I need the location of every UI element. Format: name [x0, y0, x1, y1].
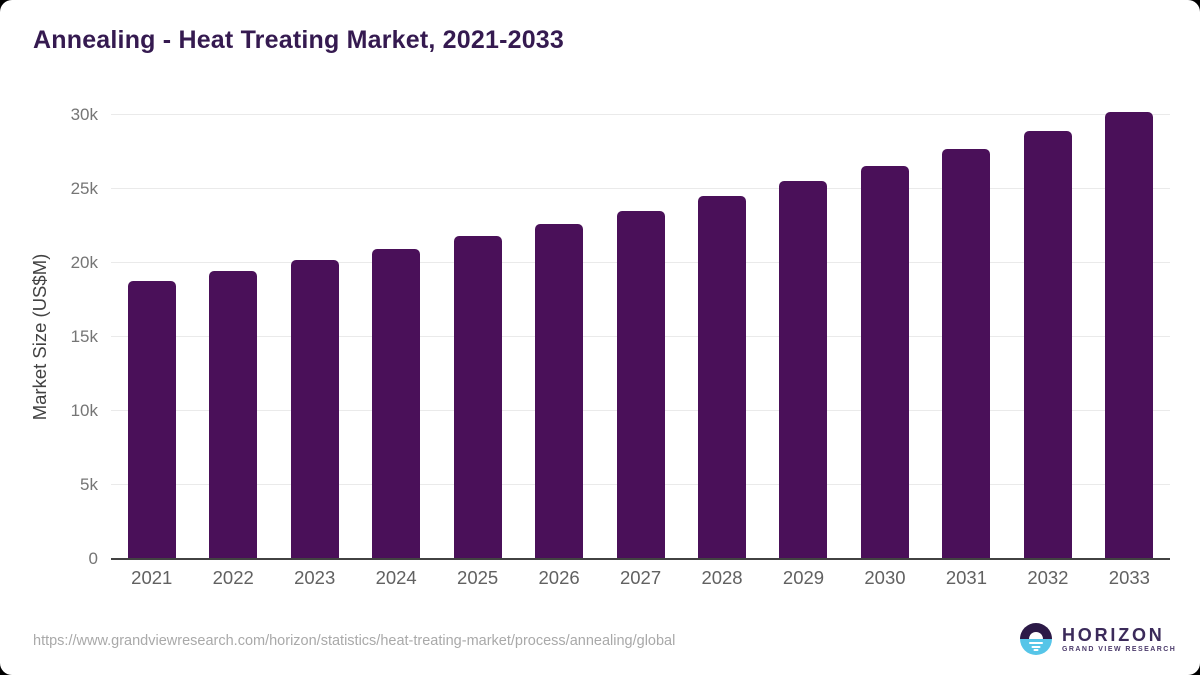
bar-slot [437, 115, 518, 559]
x-axis-tick-labels: 2021 2022 2023 2024 2025 2026 2027 2028 2029 2030… [111, 567, 1170, 589]
logo-subtitle: GRAND VIEW RESEARCH [1062, 645, 1177, 653]
bar-slot [681, 115, 762, 559]
reflection-line [1029, 641, 1043, 644]
x-axis-line [111, 558, 1170, 560]
bar-2030 [860, 166, 909, 559]
x-tick-label: 2031 [945, 567, 987, 588]
x-tick-label: 2030 [864, 567, 906, 588]
x-tick-label: 2021 [131, 567, 173, 588]
sun-dome-shape [1029, 632, 1043, 639]
chart-title: Annealing - Heat Treating Market, 2021-2… [33, 26, 565, 54]
bar-slot [274, 115, 355, 559]
gridline [111, 188, 1170, 189]
x-tick-label: 2032 [1027, 567, 1069, 588]
bar-slot [844, 115, 925, 559]
horizon-sun-icon [1020, 623, 1052, 655]
logo-name: HORIZON [1062, 624, 1165, 645]
bar-2022 [209, 271, 258, 559]
y-tick-label: 5k [80, 475, 98, 494]
y-tick-label: 10k [70, 401, 98, 420]
bar-slot [355, 115, 436, 559]
source-url: https://www.grandviewresearch.com/horizo… [33, 633, 676, 649]
bars [111, 112, 1170, 559]
plot-area [111, 112, 1170, 560]
x-tick-label: 2026 [538, 567, 580, 588]
bar-2023 [290, 260, 339, 559]
bar-2029 [779, 180, 828, 559]
y-tick-label: 20k [70, 253, 98, 272]
y-axis-tick-labels: 0 5k 10k 15k 20k 25k 30k [0, 106, 98, 568]
y-tick-label: 15k [70, 327, 98, 346]
reflection-line [1031, 645, 1041, 648]
bar-2025 [453, 236, 502, 559]
reflection-line [1033, 649, 1039, 651]
bar-2032 [1023, 131, 1072, 559]
bar-slot [1089, 112, 1170, 559]
bar-slot [763, 115, 844, 559]
bar-slot [600, 115, 681, 559]
bar-2021 [127, 280, 176, 559]
horizon-logo: HORIZON GRAND VIEW RESEARCH [1020, 623, 1176, 655]
bar-2031 [942, 149, 991, 559]
y-tick-label: 0 [88, 549, 98, 568]
bar-slot [111, 115, 192, 559]
x-tick-label: 2022 [212, 567, 254, 588]
bar-2024 [372, 248, 421, 559]
bar-2028 [698, 195, 747, 559]
x-tick-label: 2023 [294, 567, 336, 588]
logo-text: HORIZON GRAND VIEW RESEARCH [1062, 626, 1176, 653]
bar-slot [518, 115, 599, 559]
y-tick-label: 30k [70, 105, 98, 124]
x-tick-label: 2033 [1108, 567, 1150, 588]
bar-slot [1007, 115, 1088, 559]
x-tick-label: 2029 [782, 567, 825, 588]
x-tick-label: 2025 [457, 567, 499, 588]
bar-2033 [1105, 112, 1154, 559]
bar-2026 [535, 223, 584, 559]
gridline [111, 114, 1170, 115]
x-tick-label: 2028 [701, 567, 743, 588]
bar-2027 [616, 211, 665, 559]
x-tick-label: 2027 [619, 567, 662, 588]
bar-slot [192, 115, 273, 559]
bar-slot [926, 115, 1007, 559]
x-tick-label: 2024 [375, 567, 417, 588]
y-tick-label: 25k [70, 179, 98, 198]
